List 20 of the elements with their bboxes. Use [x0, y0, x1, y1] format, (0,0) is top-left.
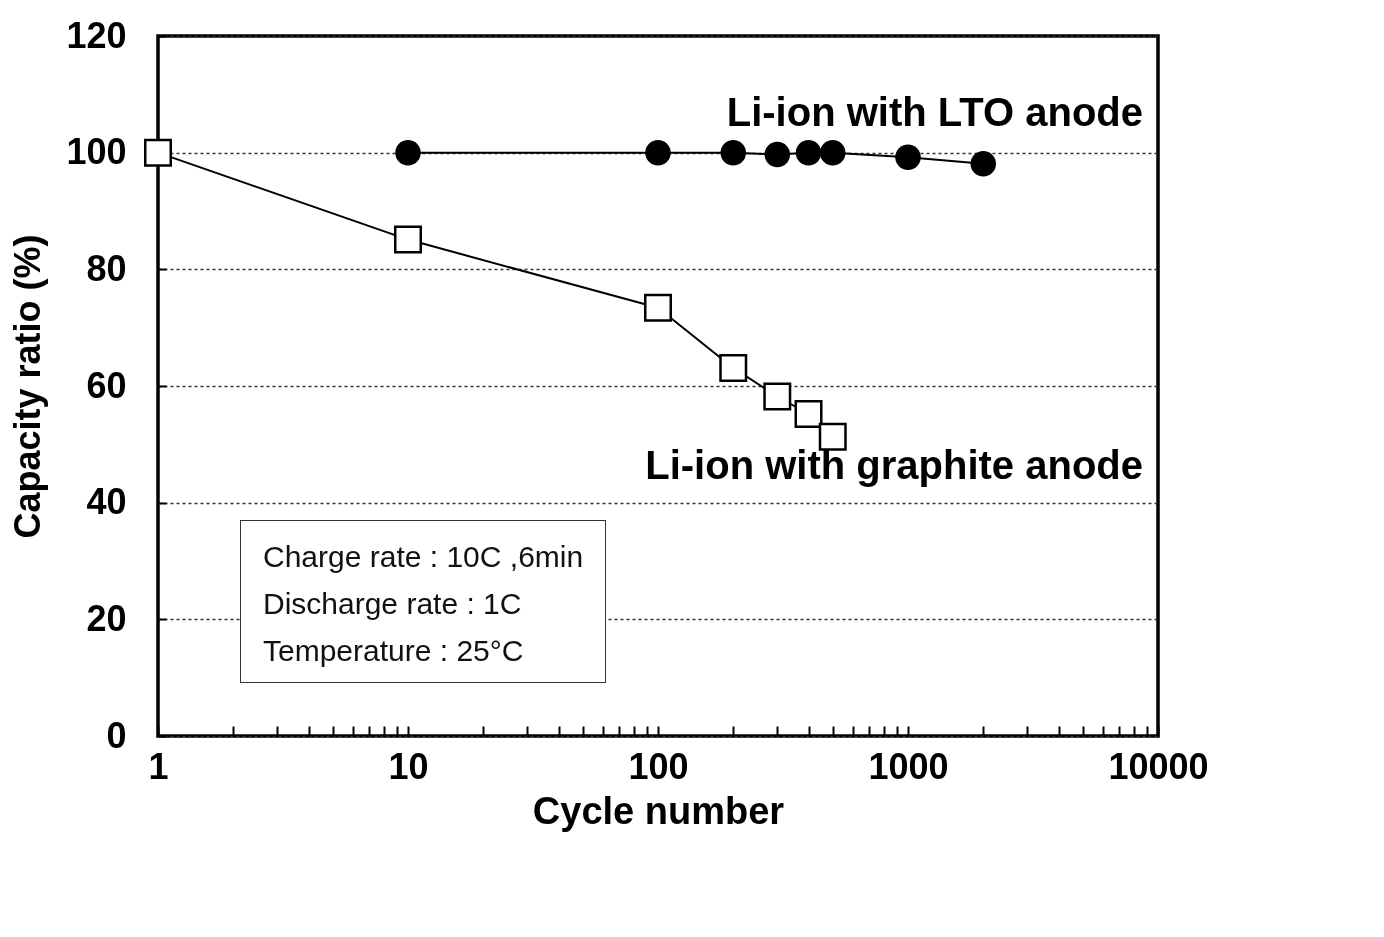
- y-tick-label: 20: [86, 597, 127, 639]
- series-label: Li-ion with LTO anode: [726, 89, 1143, 134]
- y-tick-label: 120: [66, 14, 127, 56]
- annotation: Discharge rate : 1C: [263, 586, 523, 622]
- x-tick-label: 10000: [1108, 745, 1209, 787]
- y-tick-label: 60: [86, 364, 127, 406]
- annotation: Temperature : 25°C: [263, 633, 525, 669]
- note-box: Charge rate : 10C ,6min Discharge rate : 1C Temperature : 25°C: [240, 520, 607, 683]
- x-tick-label: 10: [388, 745, 429, 787]
- annotation: Charge rate : 10C ,6min: [263, 539, 584, 575]
- series-label: Li-ion with graphite anode: [645, 442, 1143, 487]
- x-tick-label: 1000: [868, 745, 949, 787]
- y-axis-title: Capacity ratio (%): [7, 234, 49, 539]
- x-axis-title: Cycle number: [532, 789, 785, 832]
- y-tick-label: 100: [66, 131, 127, 173]
- y-tick-label: 40: [86, 481, 127, 523]
- x-tick-label: 1: [148, 745, 169, 787]
- x-tick-label: 100: [628, 745, 689, 787]
- y-tick-label: 80: [86, 247, 127, 289]
- y-tick-label: 0: [106, 714, 127, 756]
